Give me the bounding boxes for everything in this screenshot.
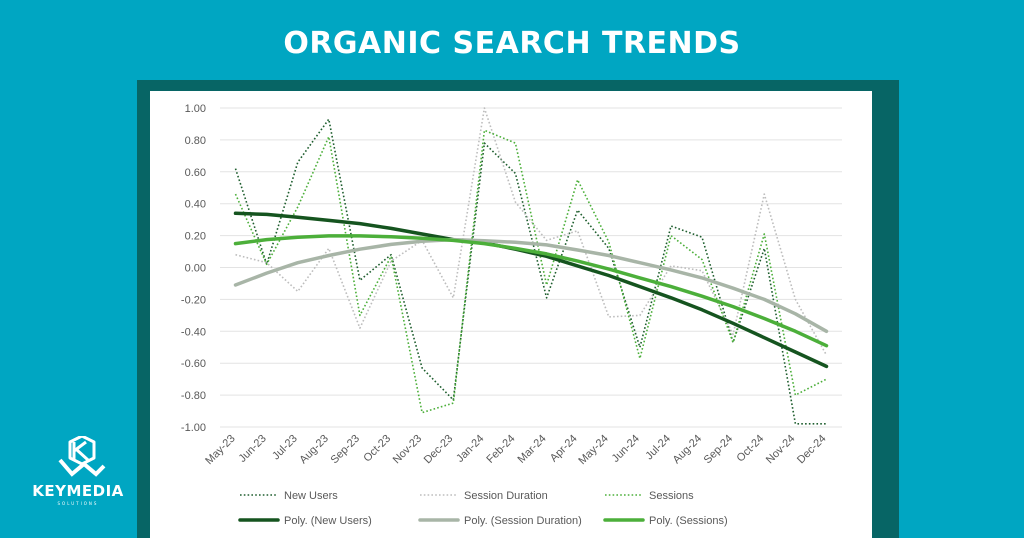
x-tick-label: Nov-24	[764, 433, 798, 467]
x-tick-label: Aug-23	[297, 433, 331, 467]
x-tick-label: Mar-24	[516, 433, 549, 466]
series-line-1	[234, 118, 827, 425]
x-tick-label: Aug-24	[671, 433, 705, 467]
y-tick-label: -0.80	[181, 390, 206, 402]
x-tick-label: May-24	[576, 433, 610, 467]
x-tick-label: Apr-24	[548, 433, 580, 465]
x-tick-label: Sep-24	[702, 433, 736, 467]
logo-wordmark: KEYMEDIA	[32, 482, 124, 500]
legend-label: Poly. (Sessions)	[649, 515, 728, 527]
km-logo-icon	[58, 434, 106, 477]
y-tick-label: -0.60	[181, 358, 206, 370]
brand-logo: KEYMEDIA SOLUTIONS	[22, 434, 134, 508]
x-tick-label: Jan-24	[454, 433, 486, 465]
y-tick-label: 0.60	[185, 167, 206, 179]
series-line-6	[233, 234, 829, 348]
chart-panel: 1.00 0.80 0.60 0.40 0.20 0.00 -0.20 -0.40 -0.60 -…	[150, 91, 872, 538]
y-tick-label: 0.20	[185, 231, 206, 243]
x-tick-label: Dec-23	[422, 433, 456, 467]
x-tick-label: May-23	[203, 433, 237, 467]
x-tick-label: Jul-23	[270, 433, 300, 463]
series-line-2	[235, 107, 828, 356]
x-tick-label: Jul-24	[643, 433, 673, 463]
x-tick-label: Oct-23	[361, 433, 393, 465]
y-tick-label: -1.00	[181, 422, 206, 434]
logo-subtext: SOLUTIONS	[57, 501, 99, 506]
legend-label: Poly. (New Users)	[284, 515, 372, 527]
y-tick-label: 0.00	[185, 263, 206, 275]
series-line-3	[234, 129, 827, 414]
legend-label: Session Duration	[464, 490, 548, 502]
y-tick-label: 0.80	[185, 135, 206, 147]
page-title: ORGANIC SEARCH TRENDS	[283, 26, 741, 61]
y-tick-label: 0.40	[185, 199, 206, 211]
y-tick-label: 1.00	[185, 103, 206, 115]
legend-label: Sessions	[649, 490, 694, 502]
line-chart: 1.00 0.80 0.60 0.40 0.20 0.00 -0.20 -0.40 -0.60 -…	[181, 103, 842, 527]
series-line-5	[233, 237, 829, 334]
legend-label: Poly. (Session Duration)	[464, 515, 582, 527]
x-tick-label: Sep-23	[328, 433, 362, 467]
legend-label: New Users	[284, 490, 338, 502]
x-tick-label: Dec-24	[795, 433, 829, 467]
x-tick-label: Nov-23	[391, 433, 425, 467]
y-tick-label: -0.20	[181, 294, 206, 306]
y-tick-label: -0.40	[181, 326, 206, 338]
x-tick-label: Feb-24	[484, 433, 517, 466]
x-tick-label: Oct-24	[735, 433, 767, 465]
x-tick-label: Jun-23	[236, 433, 268, 465]
x-tick-label: Jun-24	[610, 433, 642, 465]
